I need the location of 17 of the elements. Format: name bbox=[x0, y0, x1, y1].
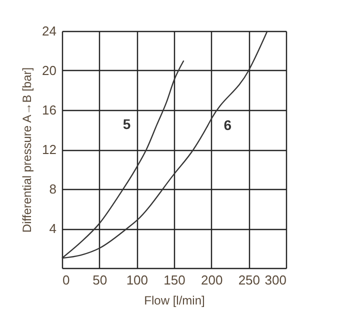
y-tick-label: 4 bbox=[49, 221, 56, 236]
y-axis-title: Differential pressure A→B [bar] bbox=[20, 67, 34, 233]
y-tick-label: 24 bbox=[42, 24, 56, 38]
x-tick-label: 300 bbox=[264, 272, 286, 288]
y-tick-label: 12 bbox=[42, 142, 56, 157]
series-label: 5 bbox=[122, 116, 131, 132]
x-tick-label: 200 bbox=[200, 272, 223, 288]
y-tick-label: 16 bbox=[42, 102, 56, 118]
series-label: 6 bbox=[224, 116, 232, 133]
x-tick-label: 100 bbox=[126, 272, 148, 288]
x-tick-label: 0 bbox=[62, 272, 70, 288]
y-tick-label: 20 bbox=[42, 63, 56, 78]
x-tick-label: 250 bbox=[238, 272, 260, 288]
x-axis-title: Flow [l/min] bbox=[144, 294, 205, 308]
x-tick-label: 50 bbox=[92, 272, 108, 288]
x-tick-label: 150 bbox=[164, 272, 186, 288]
y-tick-label: 8 bbox=[49, 182, 56, 196]
